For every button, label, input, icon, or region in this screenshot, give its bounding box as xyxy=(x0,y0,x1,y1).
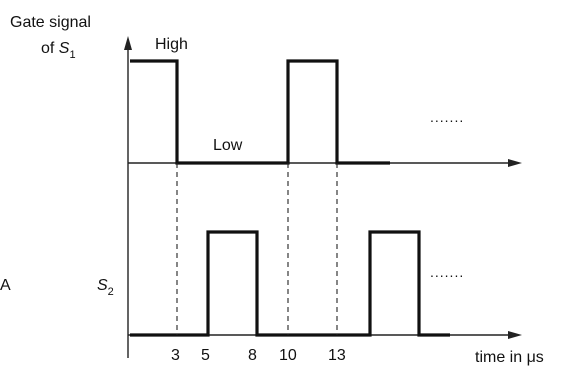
low-label: Low xyxy=(213,137,243,154)
tick-label-3: 3 xyxy=(171,347,180,364)
time-axis-label: time in μs xyxy=(475,349,544,366)
gate-signal-label: Gate signal xyxy=(10,14,91,31)
s1-time-axis-arrow xyxy=(508,159,522,167)
tick-label-8: 8 xyxy=(248,347,257,364)
s2-label: S2 xyxy=(97,277,114,298)
s2-time-axis-arrow xyxy=(508,331,522,339)
s1-waveform xyxy=(130,59,390,165)
of-text: of xyxy=(41,40,59,57)
s2-subscript: 2 xyxy=(108,286,114,298)
vertical-axis-arrow xyxy=(124,36,132,50)
tick-label-13: 13 xyxy=(328,347,346,364)
s2-continuation-dots: ....... xyxy=(430,264,464,280)
s2-waveform xyxy=(130,230,450,337)
s2-var: S xyxy=(97,277,108,294)
high-label: High xyxy=(155,36,188,53)
s1-subscript: 1 xyxy=(69,49,75,61)
tick-label-10: 10 xyxy=(279,347,297,364)
s1-var: S xyxy=(59,40,70,57)
s1-continuation-dots: ....... xyxy=(430,109,464,125)
of-s1-label: of S1 xyxy=(41,40,76,61)
side-letter: A xyxy=(0,277,11,294)
tick-label-5: 5 xyxy=(201,347,210,364)
